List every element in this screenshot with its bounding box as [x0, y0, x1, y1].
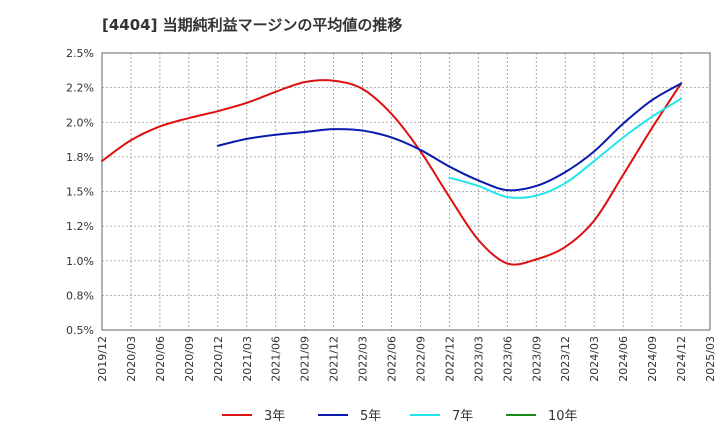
y-tick-label: 1.5%: [66, 186, 94, 199]
grid: [101, 52, 711, 331]
x-tick-label: 2020/06: [154, 336, 167, 382]
x-tick-label: 2023/06: [501, 336, 514, 382]
x-tick-label: 2019/12: [96, 336, 109, 382]
y-tick-label: 2.0%: [66, 116, 94, 129]
x-tick-label: 2025/03: [704, 336, 717, 382]
legend: 3年 5年 7年 10年: [222, 409, 578, 424]
plot-frame: [101, 52, 711, 331]
legend-label: 7年: [452, 409, 473, 424]
x-tick-label: 2021/12: [328, 336, 341, 382]
x-tick-label: 2020/12: [212, 336, 225, 382]
y-tick-label: 1.0%: [66, 255, 94, 268]
x-tick-label: 2022/06: [386, 336, 399, 382]
legend-label: 5年: [360, 409, 381, 424]
series-layer: [101, 79, 683, 266]
x-tick-label: 2024/03: [588, 336, 601, 382]
x-tick-label: 2024/09: [646, 336, 659, 382]
y-tick-label: 2.5%: [66, 47, 94, 60]
y-tick-label: 1.8%: [66, 151, 94, 164]
plot-border: [101, 52, 711, 331]
y-axis: 0.5% 0.8% 1.0% 1.2% 1.5% 1.8% 2.0% 2.2% 2.5%: [66, 47, 94, 337]
x-tick-label: 2021/09: [299, 336, 312, 382]
x-tick-label: 2023/09: [530, 336, 543, 382]
x-tick-label: 2020/09: [183, 336, 196, 382]
x-tick-label: 2022/09: [414, 336, 427, 382]
y-tick-label: 0.5%: [66, 324, 94, 337]
x-tick-label: 2021/06: [270, 336, 283, 382]
legend-label: 3年: [264, 409, 285, 424]
x-tick-label: 2024/06: [617, 336, 630, 382]
series-line-1: [216, 82, 683, 192]
legend-label: 10年: [548, 409, 578, 424]
x-axis: 2019/12 2020/03 2020/06 2020/09 2020/12 2021/…: [96, 336, 717, 382]
chart-title: [4404] 当期純利益マージンの平均値の推移: [102, 16, 402, 34]
x-tick-label: 2022/12: [443, 336, 456, 382]
y-tick-label: 1.2%: [66, 220, 94, 233]
y-tick-label: 2.2%: [66, 82, 94, 95]
series-line-0: [101, 79, 683, 266]
x-tick-label: 2022/03: [357, 336, 370, 382]
x-tick-label: 2020/03: [125, 336, 138, 382]
x-tick-label: 2021/03: [241, 336, 254, 382]
x-tick-label: 2023/03: [472, 336, 485, 382]
x-tick-label: 2024/12: [675, 336, 688, 382]
series-line-2: [448, 97, 683, 199]
y-tick-label: 0.8%: [66, 289, 94, 302]
x-tick-label: 2023/12: [559, 336, 572, 382]
